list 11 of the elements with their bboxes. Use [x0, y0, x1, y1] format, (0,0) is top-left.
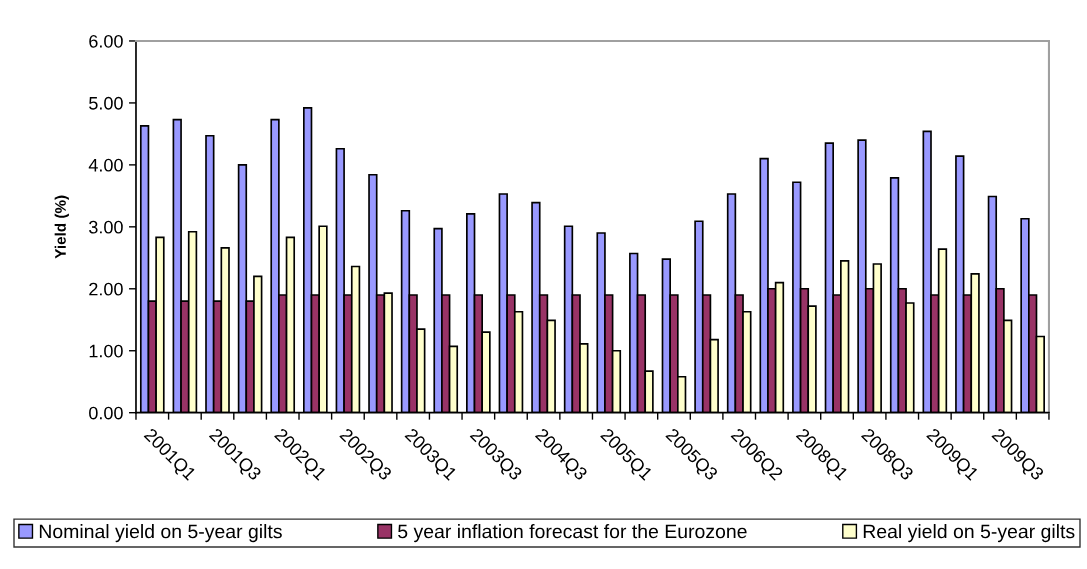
y-tick-label: 5.00 — [89, 96, 123, 110]
legend-label: 5 year inflation forecast for the Eurozone — [398, 524, 747, 543]
y-tick-label: 0.00 — [89, 406, 123, 420]
y-tick-label: 2.00 — [89, 282, 123, 296]
y-tick-label: 1.00 — [89, 344, 123, 358]
legend-label: Real yield on 5-year gilts — [863, 524, 1075, 543]
y-axis-title: Yield (%) — [54, 195, 69, 259]
y-tick-label: 6.00 — [89, 34, 123, 48]
legend-label: Nominal yield on 5-year gilts — [39, 524, 282, 543]
y-tick-label: 4.00 — [88, 158, 123, 172]
y-tick-label: 3.00 — [89, 220, 123, 234]
